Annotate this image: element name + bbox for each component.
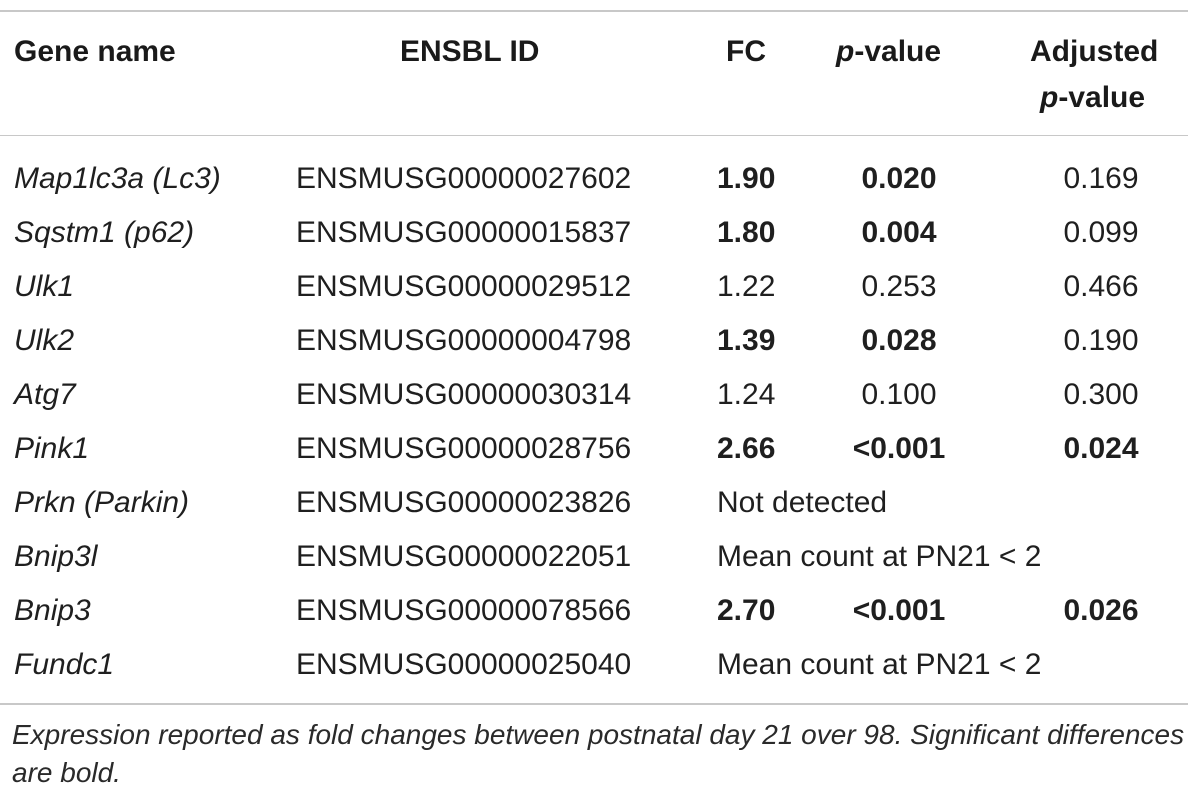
cell-fc: 1.90 (717, 162, 776, 195)
cell-p-value: 0.100 (861, 378, 937, 411)
cell-gene-name: Ulk2 (14, 324, 75, 357)
cell-fc: 2.70 (717, 594, 776, 627)
header-ensbl-id: ENSBL ID (400, 35, 540, 68)
cell-fc: 1.80 (717, 216, 776, 249)
cell-note: Mean count at PN21 < 2 (717, 648, 1042, 681)
cell-adjusted-p-value: 0.024 (1063, 432, 1139, 465)
table-bottom-rule (0, 703, 1188, 705)
header-p-value: p-value (836, 32, 941, 72)
cell-ensbl-id: ENSMUSG00000030314 (296, 378, 632, 411)
cell-gene-name: Pink1 (14, 432, 90, 465)
cell-fc: 2.66 (717, 432, 776, 465)
cell-gene-name: Atg7 (14, 378, 76, 411)
header-adjusted-rest: -value (1058, 81, 1146, 114)
cell-p-value: 0.004 (861, 216, 937, 249)
cell-adjusted-p-value: 0.190 (1063, 324, 1139, 357)
cell-p-value: 0.028 (861, 324, 937, 357)
header-gene-name: Gene name (14, 35, 176, 68)
cell-ensbl-id: ENSMUSG00000004798 (296, 324, 632, 357)
header-adjusted-line2: p-value (1040, 78, 1145, 118)
cell-note: Not detected (717, 486, 888, 519)
cell-gene-name: Prkn (Parkin) (14, 486, 190, 519)
table-top-rule (0, 10, 1188, 12)
cell-gene-name: Ulk1 (14, 270, 75, 303)
cell-adjusted-p-value: 0.026 (1063, 594, 1139, 627)
cell-adjusted-p-value: 0.169 (1063, 162, 1139, 195)
cell-p-value: 0.253 (861, 270, 937, 303)
cell-ensbl-id: ENSMUSG00000028756 (296, 432, 632, 465)
cell-note: Mean count at PN21 < 2 (717, 540, 1042, 573)
cell-gene-name: Map1lc3a (Lc3) (14, 162, 221, 195)
header-fc: FC (726, 35, 766, 68)
header-adjusted-p: p (1040, 81, 1059, 114)
cell-ensbl-id: ENSMUSG00000023826 (296, 486, 632, 519)
cell-ensbl-id: ENSMUSG00000025040 (296, 648, 632, 681)
cell-gene-name: Bnip3 (14, 594, 91, 627)
cell-adjusted-p-value: 0.466 (1063, 270, 1139, 303)
header-divider-rule (0, 135, 1188, 136)
cell-ensbl-id: ENSMUSG00000015837 (296, 216, 632, 249)
cell-ensbl-id: ENSMUSG00000029512 (296, 270, 632, 303)
cell-gene-name: Fundc1 (14, 648, 115, 681)
header-adjusted-line1: Adjusted (1030, 35, 1159, 68)
header-p-value-p: p (836, 35, 855, 68)
cell-p-value: 0.020 (861, 162, 937, 195)
header-p-value-rest: -value (854, 35, 942, 68)
cell-ensbl-id: ENSMUSG00000027602 (296, 162, 632, 195)
cell-gene-name: Sqstm1 (p62) (14, 216, 195, 249)
cell-p-value: <0.001 (852, 594, 946, 627)
cell-fc: 1.39 (717, 324, 776, 357)
cell-ensbl-id: ENSMUSG00000078566 (296, 594, 632, 627)
cell-fc: 1.22 (717, 270, 776, 303)
table-footnote: Expression reported as fold changes betw… (12, 719, 1185, 788)
cell-p-value: <0.001 (852, 432, 946, 465)
cell-ensbl-id: ENSMUSG00000022051 (296, 540, 632, 573)
cell-adjusted-p-value: 0.300 (1063, 378, 1139, 411)
cell-adjusted-p-value: 0.099 (1063, 216, 1139, 249)
cell-gene-name: Bnip3l (14, 540, 98, 573)
cell-fc: 1.24 (717, 378, 776, 411)
